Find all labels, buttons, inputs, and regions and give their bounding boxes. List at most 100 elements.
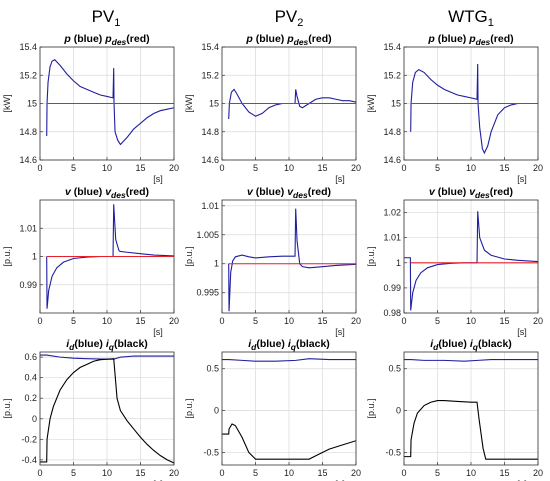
subplot-0-0: 0 5 10 15 20 14.6 14.8 15 15.2 15.4 [s] [kW] p (blue… [2, 33, 179, 184]
y-tick-label: 15.4 [383, 42, 401, 52]
x-tick-label: 15 [499, 316, 509, 326]
y-tick-label: -0.4 [21, 455, 37, 465]
y-tick-label: 14.6 [19, 155, 37, 165]
subplot-1-1: 0 5 10 15 20 0.995 1 1.005 1.01 [s] [p.u.] v (blue)… [184, 186, 361, 337]
series-line-0 [46, 59, 174, 146]
series-line-1 [404, 400, 538, 460]
x-tick-label: 5 [253, 316, 258, 326]
series-line-0 [222, 358, 356, 362]
y-tick-label: 15.2 [383, 70, 401, 80]
x-tick-label: 5 [435, 163, 440, 173]
x-tick-label: 10 [102, 468, 112, 478]
x-axis-label: [s] [335, 327, 345, 337]
y-tick-label: -0.2 [21, 434, 37, 444]
y-tick-label: 15 [391, 99, 401, 109]
y-tick-label: 0.4 [24, 373, 37, 383]
x-axis-label: [s] [153, 327, 163, 337]
y-axis-label: [kW] [184, 95, 194, 113]
x-axis-label: [s] [153, 174, 163, 184]
y-tick-label: -0.5 [203, 447, 219, 457]
x-tick-label: 20 [533, 163, 543, 173]
series-line-1 [40, 358, 174, 464]
y-tick-label: 0.99 [383, 283, 401, 293]
subplot-title: id(blue) iq(black) [430, 338, 512, 352]
x-axis-label: [s] [335, 174, 345, 184]
x-tick-label: 0 [37, 163, 42, 173]
x-tick-label: 15 [135, 316, 145, 326]
x-tick-label: 20 [169, 316, 179, 326]
x-tick-label: 20 [169, 163, 179, 173]
series-line-1 [222, 423, 356, 460]
x-tick-label: 10 [284, 468, 294, 478]
x-tick-label: 15 [135, 163, 145, 173]
x-tick-label: 0 [219, 316, 224, 326]
x-tick-label: 10 [102, 316, 112, 326]
y-tick-label: 1.005 [196, 230, 219, 240]
x-tick-label: 5 [435, 468, 440, 478]
x-tick-label: 15 [499, 163, 509, 173]
y-axis-label: [p.u.] [366, 246, 376, 266]
y-tick-label: 1 [214, 259, 219, 269]
y-axis-label: [p.u.] [2, 398, 12, 418]
y-tick-label: 0.6 [24, 352, 37, 362]
column-title: PV2 [275, 7, 304, 29]
subplot-0-1: 0 5 10 15 20 14.6 14.8 15 15.2 15.4 [s] [kW] p (blue… [184, 33, 361, 184]
x-tick-label: 5 [71, 163, 76, 173]
x-tick-label: 5 [435, 316, 440, 326]
series-line-0 [410, 63, 538, 155]
subplot-0-2: 0 5 10 15 20 14.6 14.8 15 15.2 15.4 [s] [kW] p (blue… [366, 33, 543, 184]
x-tick-label: 20 [351, 468, 361, 478]
y-tick-label: 0 [32, 414, 37, 424]
x-tick-label: 15 [499, 468, 509, 478]
x-axis-label: [s] [335, 479, 345, 481]
y-tick-label: 0 [214, 406, 219, 416]
y-tick-label: 15.4 [201, 42, 219, 52]
y-tick-label: 15.2 [201, 70, 219, 80]
x-axis-label: [s] [517, 327, 527, 337]
x-tick-label: 15 [317, 163, 327, 173]
x-tick-label: 15 [317, 468, 327, 478]
x-tick-label: 0 [401, 163, 406, 173]
y-tick-label: 15 [27, 99, 37, 109]
x-tick-label: 0 [219, 468, 224, 478]
y-tick-label: 14.8 [201, 127, 219, 137]
x-tick-label: 15 [135, 468, 145, 478]
series-line-0 [228, 208, 356, 312]
subplot-title: v (blue) vdes(red) [65, 186, 149, 200]
x-tick-label: 0 [219, 163, 224, 173]
subplot-title: v (blue) vdes(red) [247, 186, 331, 200]
subplot-title: p (blue) pdes(red) [245, 33, 331, 47]
y-tick-label: 14.8 [19, 127, 37, 137]
subplot-2-0: 0 5 10 15 20 -0.4 -0.2 0 0.2 0.4 0.6 [s] [p.u.] id(bl… [2, 338, 179, 481]
y-tick-label: 14.6 [383, 155, 401, 165]
y-tick-label: 0.2 [24, 393, 37, 403]
x-tick-label: 5 [71, 316, 76, 326]
x-tick-label: 5 [71, 468, 76, 478]
y-axis-label: [p.u.] [184, 398, 194, 418]
subplot-title: p (blue) pdes(red) [427, 33, 513, 47]
y-tick-label: 0.5 [206, 364, 219, 374]
y-axis-label: [kW] [2, 95, 12, 113]
series-line-0 [404, 358, 538, 362]
column-title: PV1 [92, 7, 121, 29]
x-tick-label: 20 [169, 468, 179, 478]
y-tick-label: 1.01 [19, 223, 37, 233]
subplot-2-1: 0 5 10 15 20 -0.5 0 0.5 [s] [p.u.] id(blue) iq(bla… [184, 338, 361, 481]
subplot-1-2: 0 5 10 15 20 0.98 0.99 1 1.01 1.02 [s] [p.u.] v (blu… [366, 186, 543, 337]
y-tick-label: 0 [396, 406, 401, 416]
y-tick-label: 14.6 [201, 155, 219, 165]
x-tick-label: 20 [533, 316, 543, 326]
column-title: WTG1 [448, 7, 494, 29]
subplot-2-2: 0 5 10 15 20 -0.5 0 0.5 [s] [p.u.] id(blue) iq(bla… [366, 338, 543, 481]
y-tick-label: 0.995 [196, 288, 219, 298]
y-tick-label: -0.5 [385, 447, 401, 457]
y-tick-label: 15.2 [19, 70, 37, 80]
x-tick-label: 10 [466, 316, 476, 326]
x-tick-label: 10 [466, 163, 476, 173]
subplot-title: id(blue) iq(black) [66, 338, 148, 352]
y-tick-label: 1 [396, 258, 401, 268]
x-tick-label: 10 [284, 163, 294, 173]
y-axis-label: [p.u.] [366, 398, 376, 418]
y-tick-label: 1.01 [201, 201, 219, 211]
